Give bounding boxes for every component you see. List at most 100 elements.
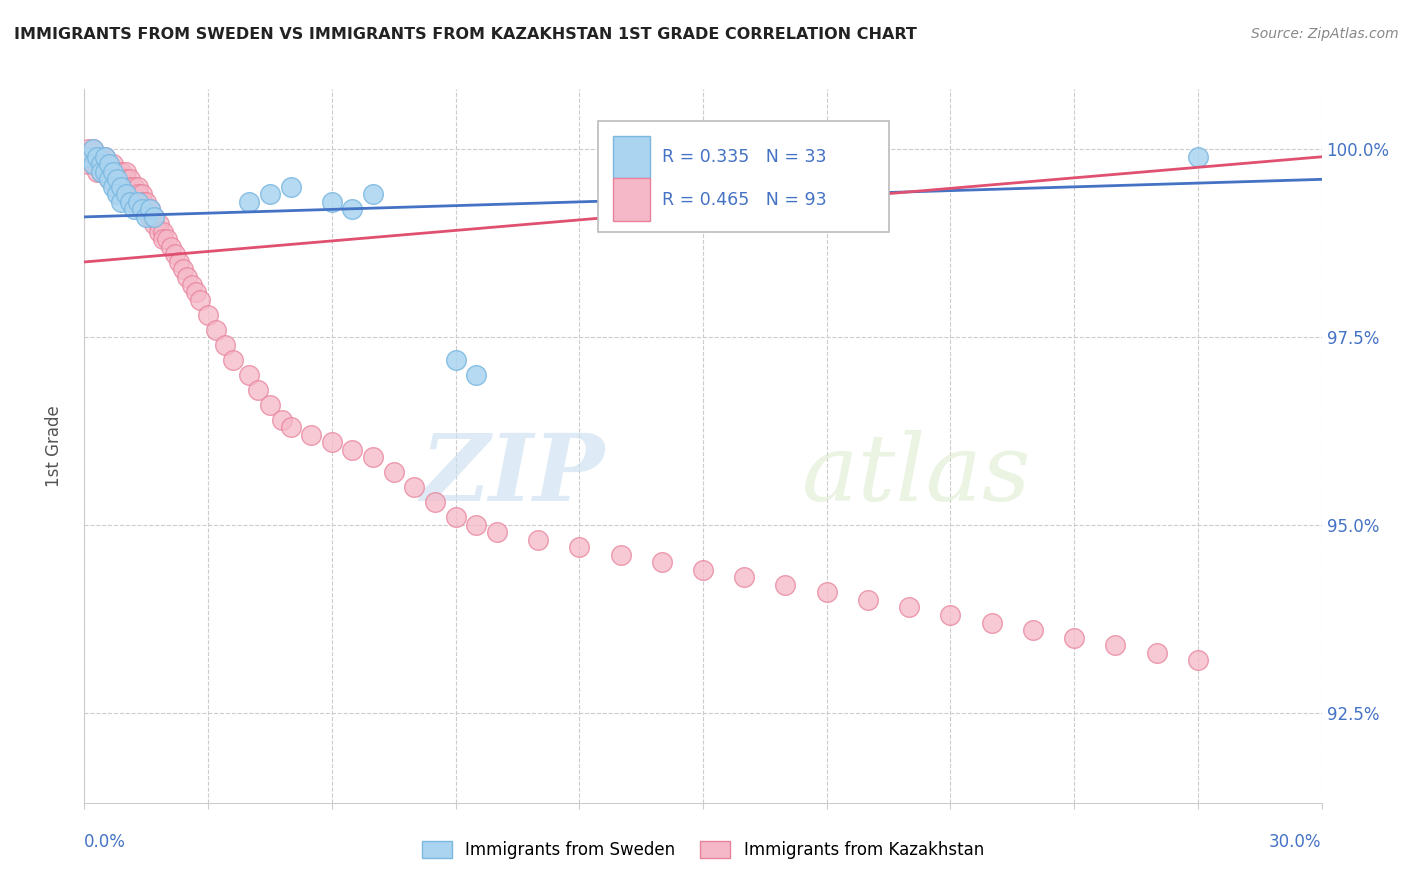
- Point: [82, 150, 104, 164]
- Point: [143, 218, 166, 232]
- Point: [280, 420, 302, 434]
- Point: [176, 270, 198, 285]
- Point: [110, 179, 132, 194]
- Point: [342, 442, 364, 457]
- Point: [135, 202, 157, 217]
- Point: [86, 150, 108, 164]
- Point: [139, 202, 162, 217]
- Point: [692, 563, 714, 577]
- Point: [127, 187, 149, 202]
- Point: [152, 225, 174, 239]
- Point: [122, 202, 145, 217]
- Point: [156, 232, 179, 246]
- Point: [143, 210, 166, 224]
- Point: [775, 578, 797, 592]
- Point: [90, 165, 112, 179]
- Point: [131, 187, 153, 202]
- Text: 30.0%: 30.0%: [1270, 833, 1322, 851]
- Point: [815, 585, 838, 599]
- Point: [148, 225, 170, 239]
- Point: [259, 398, 281, 412]
- Text: R = 0.465   N = 93: R = 0.465 N = 93: [662, 191, 827, 209]
- Legend: Immigrants from Sweden, Immigrants from Kazakhstan: Immigrants from Sweden, Immigrants from …: [415, 834, 991, 866]
- Point: [733, 570, 755, 584]
- Point: [361, 187, 384, 202]
- Text: Source: ZipAtlas.com: Source: ZipAtlas.com: [1251, 27, 1399, 41]
- Point: [105, 165, 128, 179]
- Point: [82, 157, 104, 171]
- Point: [898, 600, 921, 615]
- Point: [118, 179, 141, 194]
- Point: [1063, 631, 1085, 645]
- Point: [444, 510, 467, 524]
- Point: [139, 202, 162, 217]
- Point: [94, 165, 117, 179]
- Point: [118, 194, 141, 209]
- Point: [90, 157, 112, 171]
- Point: [238, 368, 260, 382]
- Text: 0.0%: 0.0%: [84, 833, 127, 851]
- Point: [444, 352, 467, 367]
- Point: [122, 179, 145, 194]
- Point: [94, 157, 117, 171]
- Point: [222, 352, 245, 367]
- Point: [1104, 638, 1126, 652]
- Point: [148, 218, 170, 232]
- Point: [271, 413, 294, 427]
- Point: [139, 210, 162, 224]
- Point: [568, 541, 591, 555]
- Point: [135, 210, 157, 224]
- Point: [103, 172, 125, 186]
- Point: [110, 165, 132, 179]
- Point: [122, 187, 145, 202]
- Point: [980, 615, 1002, 630]
- Point: [321, 194, 343, 209]
- Point: [110, 194, 132, 209]
- Point: [114, 187, 136, 202]
- Point: [105, 172, 128, 186]
- Point: [103, 179, 125, 194]
- Point: [98, 172, 121, 186]
- Point: [160, 240, 183, 254]
- Point: [167, 255, 190, 269]
- Point: [114, 172, 136, 186]
- Point: [110, 172, 132, 186]
- Point: [86, 165, 108, 179]
- Point: [77, 157, 100, 171]
- Bar: [613, 136, 650, 178]
- Point: [98, 165, 121, 179]
- Point: [118, 172, 141, 186]
- Point: [404, 480, 426, 494]
- Point: [82, 157, 104, 171]
- Point: [90, 165, 112, 179]
- Point: [152, 232, 174, 246]
- Bar: [613, 178, 650, 221]
- Point: [127, 179, 149, 194]
- Point: [82, 142, 104, 156]
- Point: [299, 427, 322, 442]
- Point: [98, 172, 121, 186]
- Point: [94, 165, 117, 179]
- Point: [342, 202, 364, 217]
- Point: [98, 157, 121, 171]
- Point: [98, 157, 121, 171]
- Point: [135, 194, 157, 209]
- Point: [86, 157, 108, 171]
- Point: [1187, 150, 1209, 164]
- Point: [259, 187, 281, 202]
- Point: [856, 593, 879, 607]
- Point: [105, 179, 128, 194]
- Point: [238, 194, 260, 209]
- Point: [131, 202, 153, 217]
- Point: [382, 465, 405, 479]
- FancyBboxPatch shape: [598, 121, 889, 232]
- Text: ZIP: ZIP: [420, 430, 605, 519]
- Point: [90, 157, 112, 171]
- Point: [246, 383, 269, 397]
- Point: [94, 150, 117, 164]
- Point: [214, 337, 236, 351]
- Point: [94, 150, 117, 164]
- Point: [86, 150, 108, 164]
- Point: [103, 157, 125, 171]
- Point: [131, 194, 153, 209]
